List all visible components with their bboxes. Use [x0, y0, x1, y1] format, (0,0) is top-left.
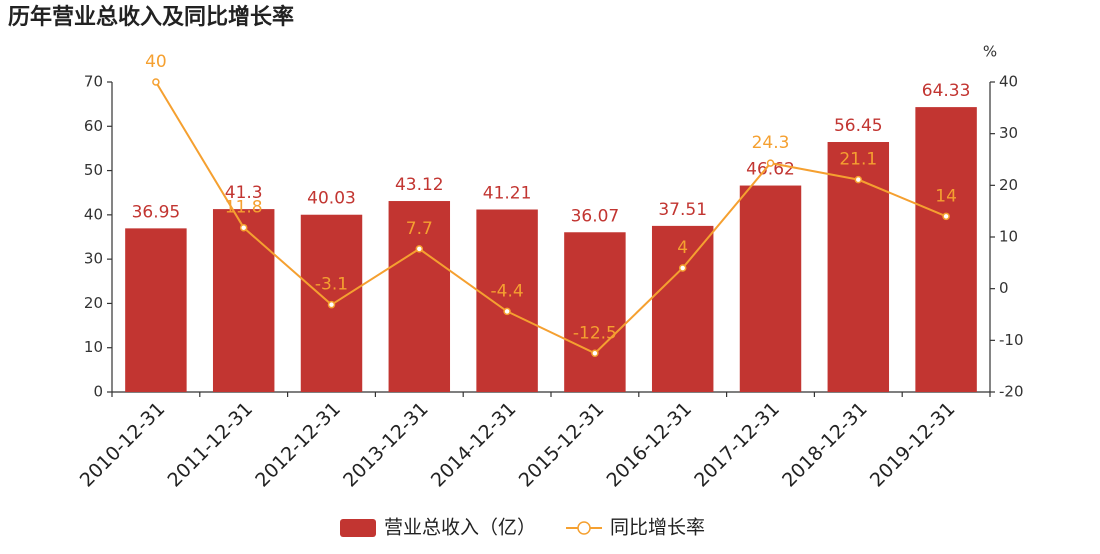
line-value-label: 40	[145, 52, 167, 72]
line-value-label: 21.1	[839, 150, 877, 170]
line-point	[591, 349, 599, 357]
y-tick-label: 40	[84, 205, 103, 223]
y-tick-label: 30	[84, 250, 103, 268]
line-value-label: 11.8	[225, 198, 263, 218]
line-point	[239, 223, 248, 232]
line-value-label: 4	[677, 238, 688, 258]
bar	[564, 232, 626, 392]
line-point	[503, 307, 511, 316]
y2-tick-label: 10	[999, 228, 1018, 246]
line-point	[327, 300, 336, 309]
bar	[125, 228, 187, 392]
line-value-label: -12.5	[573, 323, 617, 343]
y2-axis-label: %	[983, 43, 997, 61]
y-tick-label: 20	[84, 294, 103, 312]
bar-value-label: 56.45	[834, 116, 883, 136]
y2-tick-label: -20	[999, 383, 1024, 401]
legend-swatch	[340, 519, 376, 537]
bar-value-label: 40.03	[307, 189, 356, 209]
y-tick-label: 50	[84, 161, 103, 179]
x-tick-label: 2018-12-31	[778, 398, 872, 492]
line-point	[152, 78, 160, 86]
y2-tick-label: -10	[999, 331, 1024, 349]
line-point	[415, 245, 424, 253]
bar	[739, 185, 802, 392]
y-tick-label: 60	[84, 117, 103, 135]
x-tick-label: 2019-12-31	[866, 398, 960, 492]
x-tick-label: 2010-12-31	[76, 398, 170, 492]
y2-tick-label: 20	[999, 176, 1018, 194]
chart-title: 历年营业总收入及同比增长率	[8, 4, 294, 30]
x-tick-label: 2015-12-31	[515, 398, 609, 492]
x-tick-label: 2013-12-31	[339, 398, 433, 492]
line-value-label: 14	[935, 186, 957, 206]
x-tick-label: 2016-12-31	[602, 398, 696, 492]
line-value-label: 24.3	[752, 133, 790, 153]
x-tick-label: 2012-12-31	[251, 398, 345, 492]
bar-value-label: 36.95	[132, 202, 181, 222]
bar-value-label: 43.12	[395, 175, 444, 195]
bar-value-label: 41.21	[483, 183, 532, 203]
bar-value-label: 41.3	[225, 183, 263, 203]
y-tick-label: 10	[84, 338, 103, 356]
line-point	[678, 264, 687, 272]
bar	[915, 107, 977, 393]
line-value-label: 7.7	[406, 219, 433, 239]
line-point	[766, 159, 775, 167]
bar-value-label: 37.51	[658, 200, 707, 220]
line	[155, 81, 947, 355]
bar	[388, 201, 451, 392]
y2-tick-label: 0	[999, 279, 1009, 297]
x-tick-label: 2017-12-31	[690, 398, 784, 492]
x-tick-label: 2011-12-31	[163, 398, 257, 492]
bar	[827, 142, 890, 392]
line-point	[942, 212, 950, 221]
bar	[476, 209, 538, 392]
legend-label: 营业总收入（亿）	[384, 517, 536, 539]
legend-label: 同比增长率	[610, 517, 705, 539]
bar	[651, 225, 714, 392]
x-tick-label: 2014-12-31	[427, 398, 521, 492]
bar	[212, 209, 275, 392]
y-tick-label: 0	[93, 383, 103, 401]
legend-swatch	[577, 521, 591, 535]
line-point	[854, 175, 863, 184]
y-tick-label: 70	[84, 73, 103, 91]
line-value-label: -3.1	[315, 275, 348, 295]
bar-value-label: 64.33	[922, 81, 971, 101]
bar-value-label: 36.07	[571, 206, 620, 226]
line-value-label: -4.4	[491, 281, 524, 301]
y2-tick-label: 40	[999, 73, 1018, 91]
y2-tick-label: 30	[999, 124, 1018, 142]
